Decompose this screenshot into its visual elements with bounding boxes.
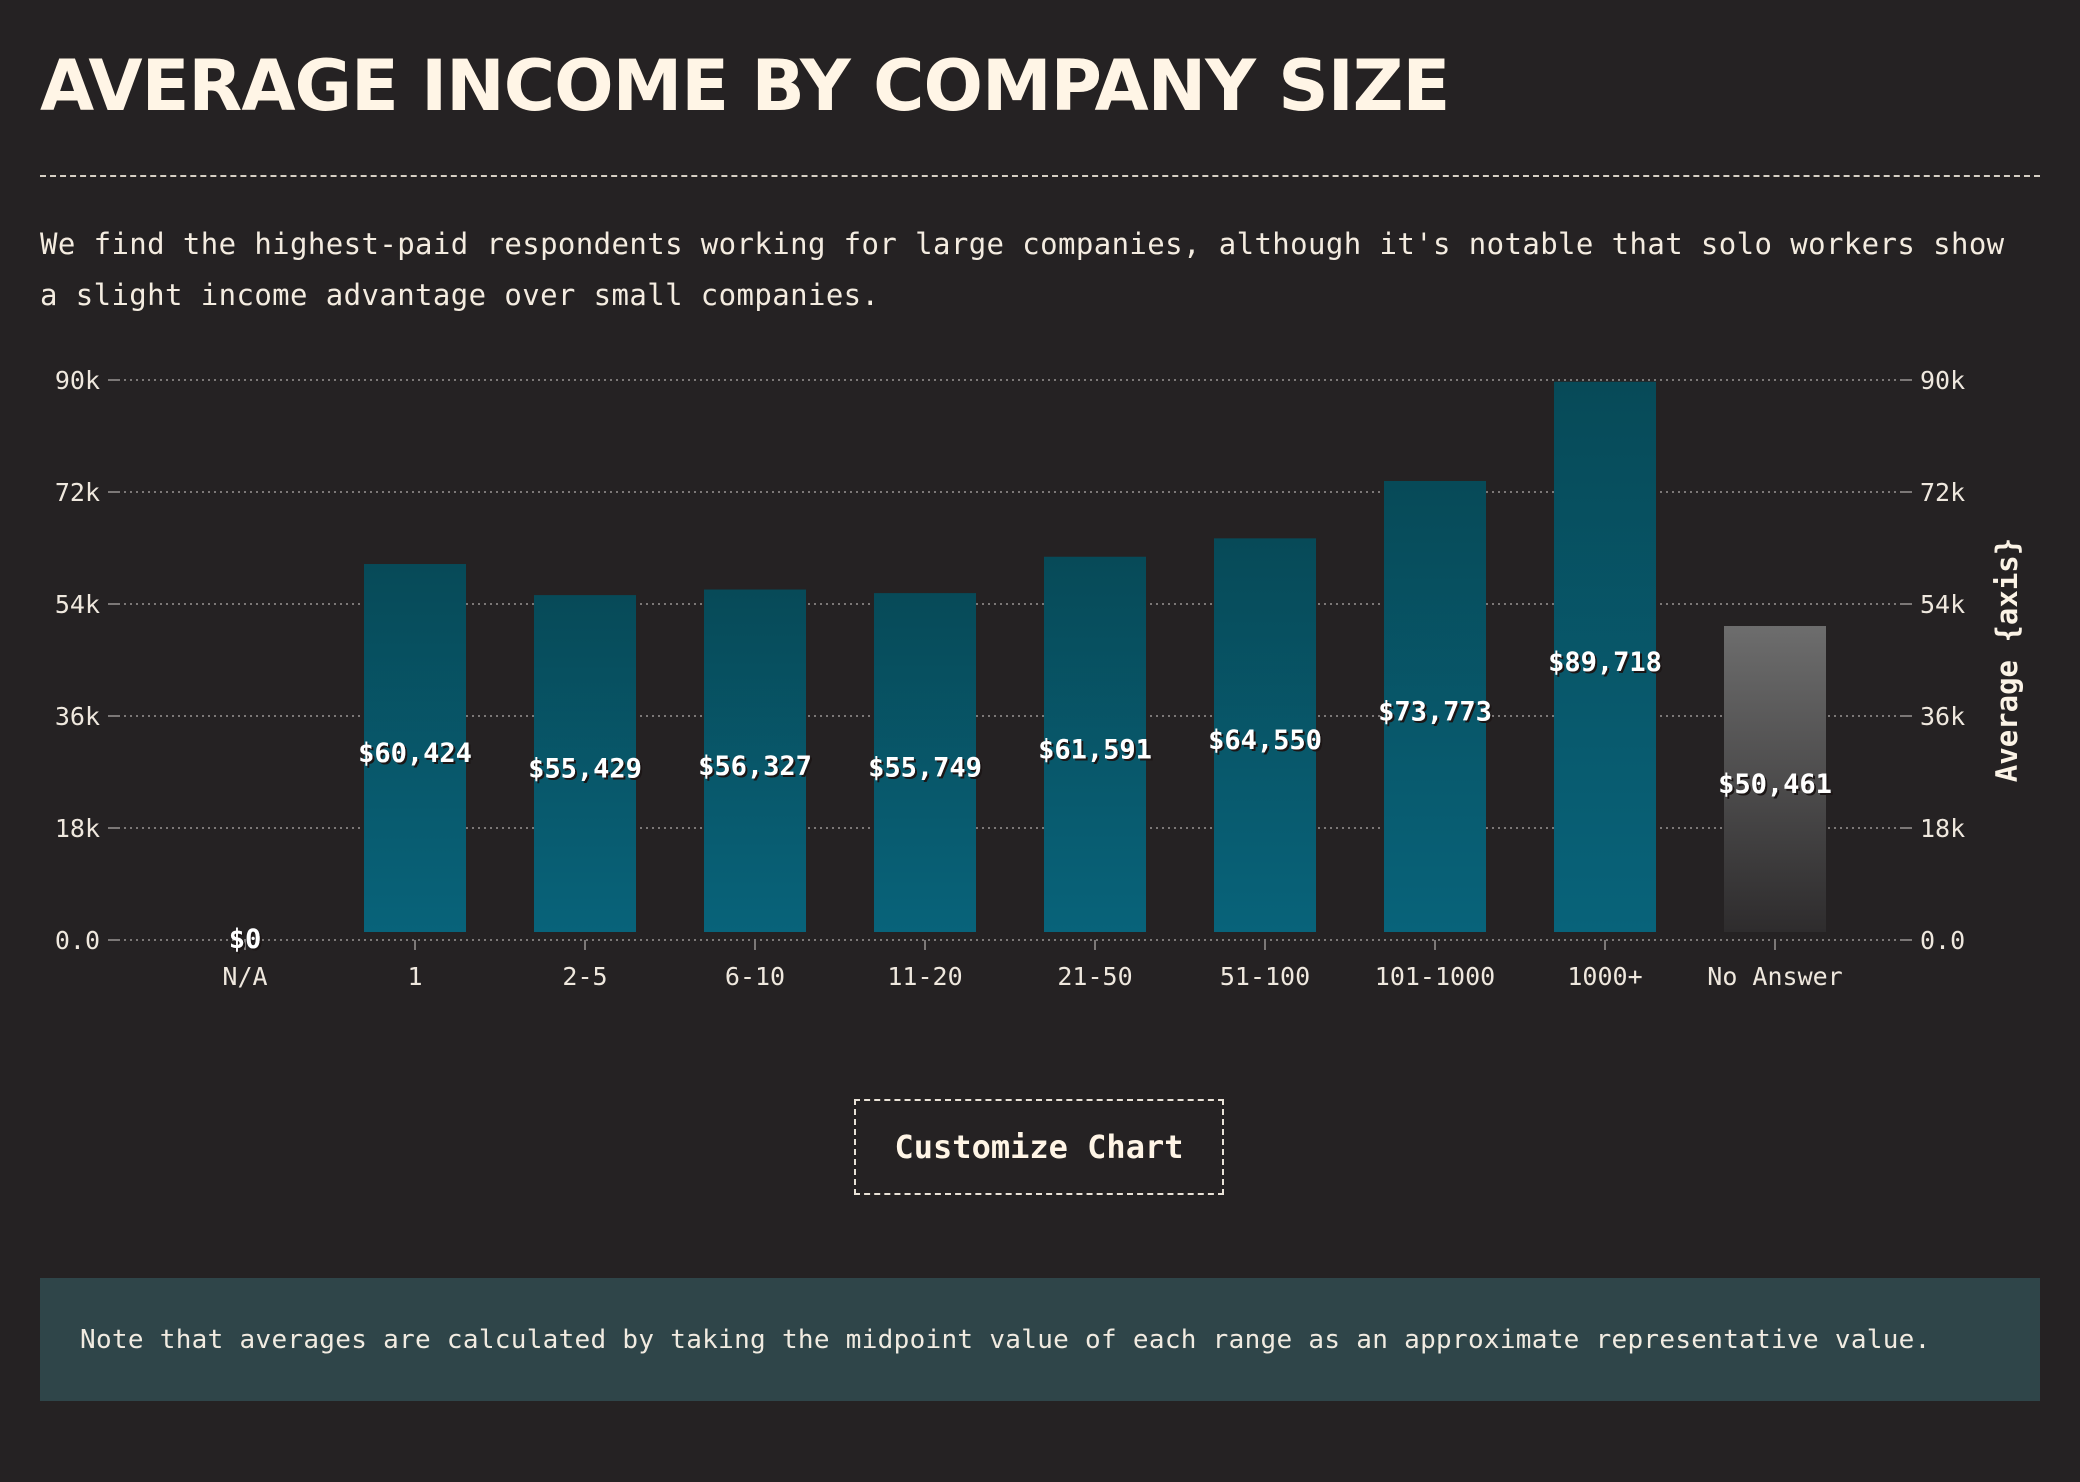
value-label: $55,429 bbox=[528, 754, 642, 785]
income-bar-chart: 0.0 0.0 18k 18k 36k 36k 54k 54k 72k 72k 90k 90k Aver… bbox=[55, 366, 2024, 991]
y-tick-label-right: 36k bbox=[1920, 702, 1965, 731]
bar-51-100[interactable] bbox=[1214, 538, 1316, 932]
bar-1000+[interactable] bbox=[1554, 381, 1656, 933]
axes: 0.0 0.0 18k 18k 36k 36k 54k 54k 72k 72k 90k 90k Aver… bbox=[55, 366, 2024, 991]
bar-21-50[interactable] bbox=[1044, 556, 1146, 932]
x-tick-label: 101-1000 bbox=[1375, 962, 1495, 991]
y-tick-label-left: 36k bbox=[55, 702, 100, 731]
x-tick-label: 1000+ bbox=[1567, 962, 1642, 991]
bar-11-20[interactable] bbox=[874, 593, 976, 932]
bars bbox=[364, 381, 1826, 933]
value-label: $0 bbox=[229, 924, 262, 955]
y-tick-label-right: 18k bbox=[1920, 814, 1965, 843]
y-axis-title: Average {axis} bbox=[1990, 538, 2024, 782]
y-tick-label-right: 0.0 bbox=[1920, 926, 1965, 955]
value-label: $55,749 bbox=[868, 753, 982, 784]
y-tick-label-left: 18k bbox=[55, 814, 100, 843]
x-tick-label: 2-5 bbox=[562, 962, 607, 991]
y-tick-label-right: 72k bbox=[1920, 478, 1965, 507]
y-tick-label-right: 54k bbox=[1920, 590, 1965, 619]
value-label: $73,773 bbox=[1378, 696, 1492, 727]
value-label: $61,591 bbox=[1038, 734, 1152, 765]
customize-chart-button[interactable]: Customize Chart bbox=[854, 1099, 1224, 1195]
value-labels: $0 $60,424 $55,429 $56,327 $55,749 $61,591 $64… bbox=[229, 647, 1832, 955]
value-label: $56,327 bbox=[698, 751, 812, 782]
bar-101-1000[interactable] bbox=[1384, 480, 1486, 932]
note-text: Note that averages are calculated by tak… bbox=[80, 1324, 1931, 1355]
x-tick-label: N/A bbox=[222, 962, 267, 991]
value-label: $64,550 bbox=[1208, 725, 1322, 756]
value-label: $50,461 bbox=[1718, 769, 1832, 800]
bar-6-10[interactable] bbox=[704, 589, 806, 932]
x-tick-label: 11-20 bbox=[887, 962, 962, 991]
bar-1[interactable] bbox=[364, 564, 466, 932]
page-title: AVERAGE INCOME BY COMPANY SIZE bbox=[40, 45, 1450, 127]
y-tick-label-left: 54k bbox=[55, 590, 100, 619]
intro-text: We find the highest-paid respondents wor… bbox=[40, 227, 2005, 312]
x-tick-label: No Answer bbox=[1707, 962, 1842, 991]
y-tick-label-right: 90k bbox=[1920, 366, 1965, 395]
x-tick-label: 1 bbox=[407, 962, 422, 991]
bar-2-5[interactable] bbox=[534, 595, 636, 932]
x-tick-label: 51-100 bbox=[1220, 962, 1310, 991]
x-tick-label: 6-10 bbox=[725, 962, 785, 991]
bar-no-answer[interactable] bbox=[1724, 626, 1826, 932]
title-divider bbox=[40, 175, 2040, 177]
y-tick-label-left: 72k bbox=[55, 478, 100, 507]
y-tick-label-left: 0.0 bbox=[55, 926, 100, 955]
value-label: $60,424 bbox=[358, 738, 472, 769]
y-tick-label-left: 90k bbox=[55, 366, 100, 395]
value-label: $89,718 bbox=[1548, 647, 1662, 678]
x-tick-label: 21-50 bbox=[1057, 962, 1132, 991]
note-box: Note that averages are calculated by tak… bbox=[40, 1278, 2040, 1401]
